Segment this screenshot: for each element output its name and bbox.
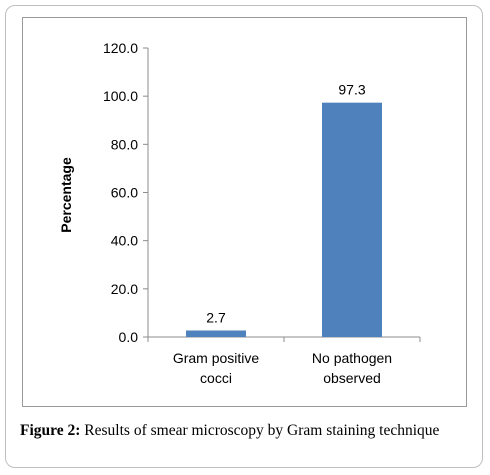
y-axis-label: Percentage (58, 157, 74, 233)
y-tick-label: 40.0 (111, 233, 138, 249)
y-tick-label: 120.0 (103, 40, 138, 56)
bar (322, 102, 382, 338)
bars: 2.7 97.3 (186, 82, 382, 338)
y-tick-label: 20.0 (111, 281, 138, 297)
caption-label: Figure 2: (20, 422, 81, 439)
y-tick-label: 60.0 (111, 185, 138, 201)
data-label: 2.7 (206, 309, 226, 325)
data-label: 97.3 (338, 82, 365, 98)
caption-text: Results of smear microscopy by Gram stai… (80, 422, 440, 439)
y-tick-label: 100.0 (103, 88, 138, 104)
bar (186, 330, 246, 337)
x-category-label: Gram positive (173, 350, 260, 366)
x-category-label: observed (323, 370, 381, 386)
y-tick-label: 0.0 (119, 329, 139, 345)
axes: 0.0 20.0 40.0 60.0 80.0 100.0 120.0 Gram positi… (103, 40, 421, 386)
y-tick-label: 80.0 (111, 136, 138, 152)
x-category-label: cocci (200, 370, 232, 386)
chart-area-border (22, 17, 467, 407)
figure-caption: Figure 2: Results of smear microscopy by… (20, 422, 480, 440)
x-category-label: No pathogen (312, 350, 392, 366)
